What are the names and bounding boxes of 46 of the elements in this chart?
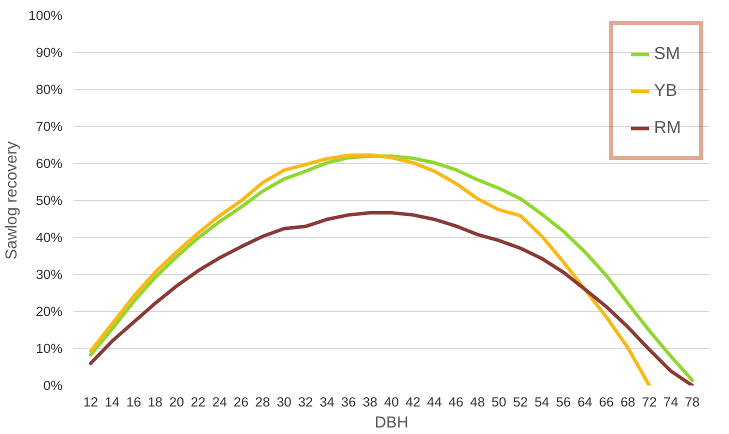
x-tick-label: 72 bbox=[642, 394, 657, 410]
x-tick-label: 44 bbox=[427, 394, 442, 410]
legend-label: SM bbox=[654, 43, 680, 64]
x-tick-label: 38 bbox=[362, 394, 378, 410]
x-tick-label: 14 bbox=[104, 394, 120, 410]
x-tick-label: 56 bbox=[556, 394, 571, 410]
y-tick-label: 50% bbox=[36, 193, 63, 208]
x-tick-label: 52 bbox=[513, 394, 528, 410]
legend-label: YB bbox=[654, 80, 678, 101]
y-tick-label: 80% bbox=[36, 82, 63, 97]
x-tick-label: 16 bbox=[126, 394, 142, 410]
x-tick-label: 48 bbox=[470, 394, 485, 410]
y-tick-label: 30% bbox=[36, 267, 63, 282]
x-tick-label: 66 bbox=[598, 394, 614, 410]
x-tick-label: 78 bbox=[684, 394, 700, 410]
x-tick-label: 54 bbox=[534, 394, 550, 410]
y-tick-label: 40% bbox=[36, 230, 63, 245]
x-tick-label: 40 bbox=[384, 394, 399, 410]
y-tick-label: 90% bbox=[36, 45, 63, 60]
y-tick-label: 20% bbox=[36, 304, 63, 319]
x-tick-label: 12 bbox=[83, 394, 98, 410]
line-series bbox=[88, 210, 694, 386]
x-tick-label: 46 bbox=[448, 394, 464, 410]
x-tick-label: 68 bbox=[620, 394, 636, 410]
x-tick-label: 24 bbox=[212, 394, 228, 410]
x-tick-label: 74 bbox=[663, 394, 679, 410]
y-tick-label: 0% bbox=[43, 378, 63, 393]
x-tick-label: 34 bbox=[320, 394, 336, 410]
y-tick-label: 100% bbox=[28, 8, 63, 23]
y-tick-label: 10% bbox=[36, 341, 63, 356]
x-tick-label: 30 bbox=[276, 394, 292, 410]
y-axis-title: Sawlog recovery bbox=[3, 141, 20, 260]
x-tick-label: 42 bbox=[406, 394, 420, 410]
x-axis-title: DBH bbox=[374, 414, 408, 432]
x-tick-label: 64 bbox=[577, 394, 593, 410]
x-tick-label: 50 bbox=[492, 394, 506, 410]
x-tick-label: 28 bbox=[255, 394, 270, 410]
x-tick-label: 32 bbox=[298, 394, 313, 410]
x-tick-label: 26 bbox=[234, 394, 249, 410]
x-tick-label: 18 bbox=[148, 394, 163, 410]
x-tick-label: 22 bbox=[190, 394, 206, 410]
legend-label: RM bbox=[654, 117, 681, 138]
x-tick-label: 20 bbox=[169, 394, 184, 410]
y-tick-label: 70% bbox=[36, 119, 63, 134]
x-tick-label: 36 bbox=[341, 394, 356, 410]
y-tick-label: 60% bbox=[36, 156, 63, 171]
